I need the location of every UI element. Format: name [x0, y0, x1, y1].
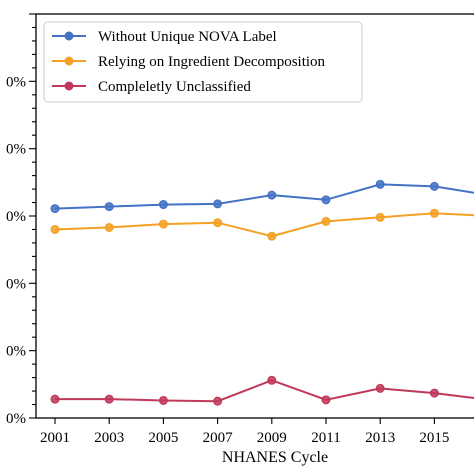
- x-tick-label: 2011: [311, 430, 340, 446]
- y-tick-label: 0%: [6, 142, 26, 158]
- x-tick-label: 2003: [94, 430, 124, 446]
- data-point: [321, 395, 331, 405]
- data-point: [267, 231, 277, 241]
- series-2: [50, 208, 474, 241]
- data-point: [104, 202, 114, 212]
- data-point: [267, 375, 277, 385]
- x-axis-title: NHANES Cycle: [222, 449, 328, 466]
- legend-label: Without Unique NOVA Label: [98, 29, 277, 45]
- series-line: [55, 379, 474, 403]
- y-tick-label: 0%: [6, 344, 26, 360]
- x-tick-label: 2009: [257, 430, 287, 446]
- data-point: [375, 212, 385, 222]
- legend: Without Unique NOVA Label Relying on Ingr…: [43, 21, 363, 103]
- series-3: [50, 375, 474, 406]
- x-axis: 2001 2003 2005 2007 2009 2011 2013 2015: [40, 418, 449, 446]
- data-point: [104, 394, 114, 404]
- legend-swatch-marker: [64, 56, 74, 66]
- data-point: [104, 222, 114, 232]
- data-point: [321, 216, 331, 226]
- legend-label: Compleletly Unclassified: [98, 79, 251, 95]
- y-axis: 0% 0% 0% 0% 0% 0%: [6, 13, 36, 427]
- data-point: [158, 395, 168, 405]
- data-point: [375, 383, 385, 393]
- data-point: [158, 219, 168, 229]
- data-point: [321, 195, 331, 205]
- data-point: [213, 199, 223, 209]
- x-tick-label: 2015: [419, 430, 449, 446]
- data-point: [213, 218, 223, 228]
- y-tick-label: 0%: [6, 209, 26, 225]
- data-point: [50, 204, 60, 214]
- data-point: [375, 179, 385, 189]
- data-point: [267, 190, 277, 200]
- y-tick-label: 0%: [6, 276, 26, 292]
- series-layer: [50, 179, 474, 406]
- data-point: [429, 208, 439, 218]
- legend-swatch-marker: [64, 31, 74, 41]
- series-line: [54, 212, 474, 238]
- data-point: [50, 224, 60, 234]
- data-point: [213, 396, 223, 406]
- x-tick-label: 2007: [203, 430, 234, 446]
- series-1: [50, 179, 474, 214]
- data-point: [50, 394, 60, 404]
- y-tick-label: 0%: [6, 74, 26, 90]
- series-line: [54, 183, 474, 210]
- data-point: [429, 388, 439, 398]
- data-point: [158, 200, 168, 210]
- x-tick-label: 2005: [148, 430, 178, 446]
- legend-swatch-marker: [64, 81, 74, 91]
- legend-label: Relying on Ingredient Decomposition: [98, 54, 326, 70]
- legend-box: [43, 21, 363, 103]
- x-tick-label: 2013: [365, 430, 395, 446]
- x-tick-label: 2001: [40, 430, 70, 446]
- y-tick-label: 0%: [6, 411, 26, 427]
- data-point: [429, 181, 439, 191]
